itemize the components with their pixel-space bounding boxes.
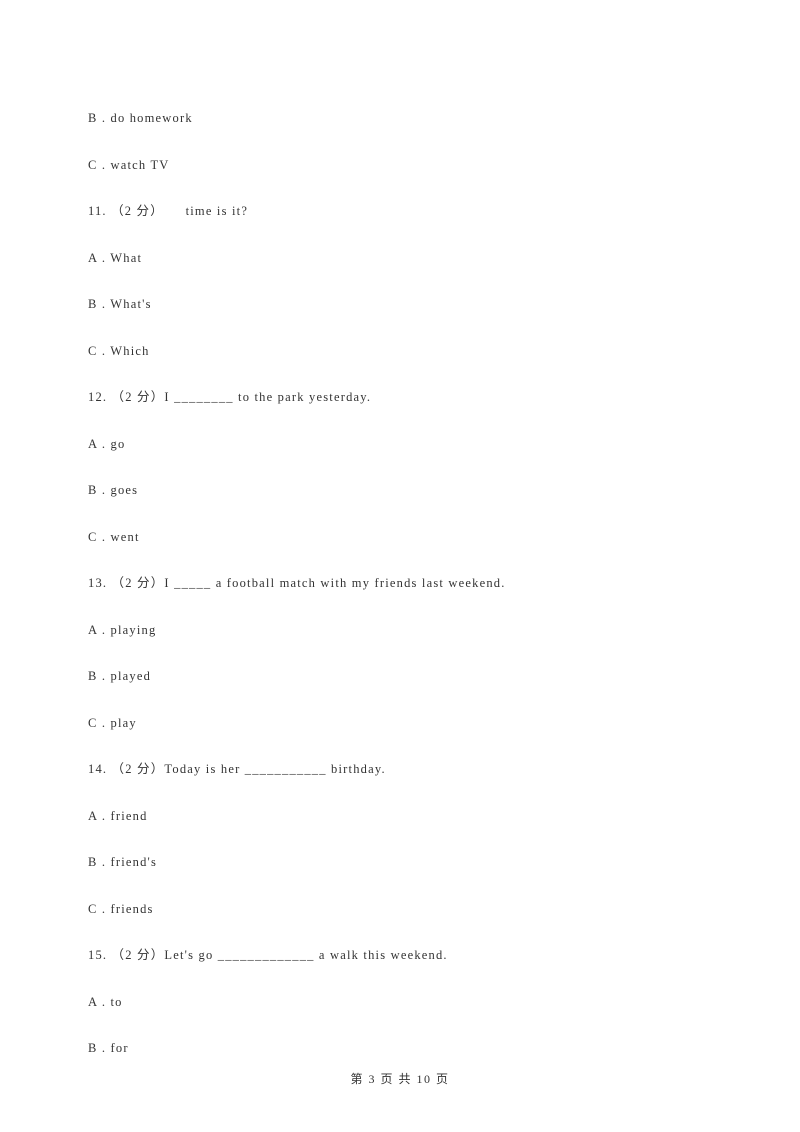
option-text: A . playing [88, 622, 712, 640]
option-text: B . do homework [88, 110, 712, 128]
option-text: C . Which [88, 343, 712, 361]
option-text: A . go [88, 436, 712, 454]
option-text: B . What's [88, 296, 712, 314]
option-text: C . went [88, 529, 712, 547]
question-text: 11. （2 分） time is it? [88, 203, 712, 221]
document-content: B . do homework C . watch TV 11. （2 分） t… [88, 110, 712, 1058]
question-text: 14. （2 分）Today is her ___________ birthd… [88, 761, 712, 779]
option-text: A . friend [88, 808, 712, 826]
option-text: B . for [88, 1040, 712, 1058]
option-text: B . friend's [88, 854, 712, 872]
question-text: 12. （2 分）I ________ to the park yesterda… [88, 389, 712, 407]
question-text: 15. （2 分）Let's go _____________ a walk t… [88, 947, 712, 965]
option-text: B . played [88, 668, 712, 686]
option-text: A . to [88, 994, 712, 1012]
option-text: B . goes [88, 482, 712, 500]
option-text: C . friends [88, 901, 712, 919]
question-text: 13. （2 分）I _____ a football match with m… [88, 575, 712, 593]
page-footer: 第 3 页 共 10 页 [0, 1070, 800, 1087]
option-text: A . What [88, 250, 712, 268]
option-text: C . play [88, 715, 712, 733]
option-text: C . watch TV [88, 157, 712, 175]
